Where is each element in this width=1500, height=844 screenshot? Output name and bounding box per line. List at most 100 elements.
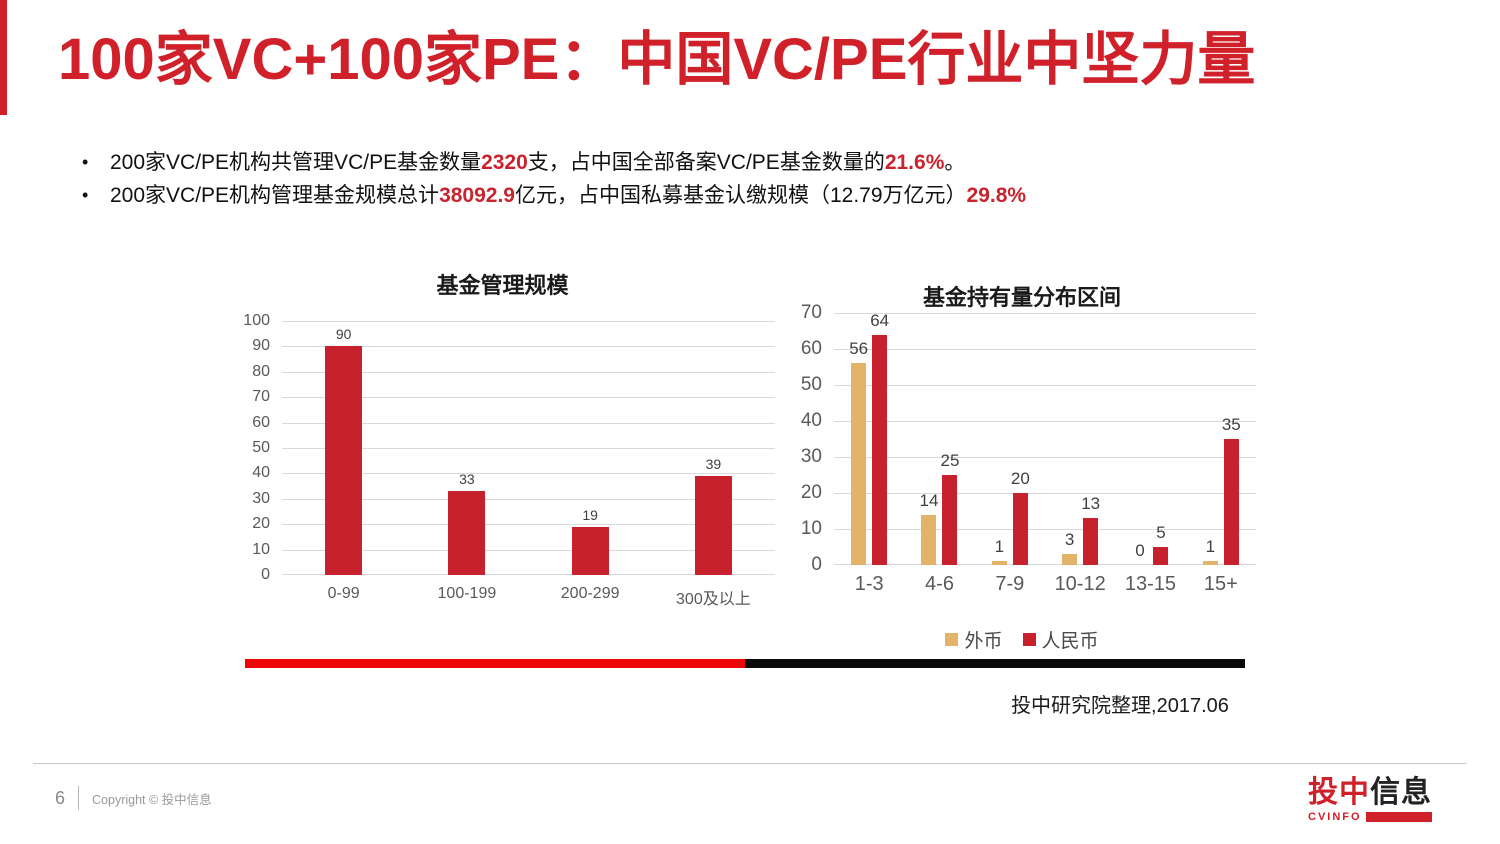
gridline bbox=[282, 371, 775, 373]
x-axis-label: 100-199 bbox=[437, 585, 497, 602]
logo-wordmark: 投中信息 bbox=[1308, 776, 1432, 810]
bullet-item: 200家VC/PE机构管理基金规模总计38092.9亿元，占中国私募基金认缴规模… bbox=[80, 179, 1420, 212]
legend-label: 外币 bbox=[964, 631, 1003, 652]
bar bbox=[921, 514, 937, 565]
bar bbox=[991, 561, 1007, 565]
gridline bbox=[282, 397, 775, 399]
bar-column: 90 bbox=[324, 326, 364, 575]
divider-red-segment bbox=[245, 659, 745, 668]
x-axis-label: 15+ bbox=[1203, 573, 1238, 595]
bar-column: 33 bbox=[447, 471, 487, 575]
gridline bbox=[282, 498, 775, 500]
footer-separator bbox=[78, 786, 80, 810]
bar-value-label: 25 bbox=[940, 451, 960, 470]
bullet-item: 200家VC/PE机构共管理VC/PE基金数量2320支，占中国全部备案VC/P… bbox=[80, 146, 1420, 179]
legend-item: 外币 bbox=[945, 626, 1003, 653]
y-tick-label: 10 bbox=[800, 518, 822, 539]
y-tick-label: 30 bbox=[252, 489, 270, 507]
footer-divider bbox=[33, 763, 1467, 764]
bar-column: 35 bbox=[1222, 415, 1241, 565]
bar-column: 3 bbox=[1061, 530, 1079, 565]
logo-brand-red: 投中 bbox=[1308, 776, 1370, 809]
bar bbox=[694, 475, 732, 575]
bar-column: 1 bbox=[990, 537, 1008, 565]
divider-line bbox=[245, 659, 1245, 668]
divider-black-segment bbox=[745, 659, 1245, 668]
source-note: 投中研究院整理,2017.06 bbox=[1011, 695, 1229, 717]
logo-subbrand-text: CVINFO bbox=[1308, 811, 1362, 823]
bar bbox=[1153, 547, 1169, 565]
legend-item: 人民币 bbox=[1022, 626, 1099, 653]
bar-value-label: 1 bbox=[1205, 537, 1216, 557]
y-tick-label: 50 bbox=[800, 374, 822, 395]
y-tick-label: 30 bbox=[800, 446, 822, 467]
bar-column: 25 bbox=[941, 451, 959, 565]
gridline bbox=[282, 574, 775, 575]
bar-group: 33 bbox=[405, 321, 528, 575]
bar-column: 5 bbox=[1152, 523, 1170, 565]
legend-label: 人民币 bbox=[1041, 631, 1099, 652]
bullet-list: 200家VC/PE机构共管理VC/PE基金数量2320支，占中国全部备案VC/P… bbox=[80, 146, 1420, 212]
y-tick-label: 60 bbox=[800, 338, 822, 359]
bullet-highlight-value: 21.6% bbox=[884, 151, 945, 174]
gridline bbox=[282, 448, 775, 449]
bar-column: 20 bbox=[1011, 469, 1030, 565]
bar bbox=[942, 475, 958, 565]
gridline bbox=[834, 493, 1256, 494]
plot-area: 56 64 14 25 1 20 3 13 0 5 1 35 bbox=[834, 310, 1256, 565]
bullet-text: 。 bbox=[944, 151, 966, 174]
bar-value-label: 39 bbox=[705, 455, 722, 472]
gridline bbox=[282, 473, 775, 475]
gridline bbox=[834, 564, 1256, 565]
bar-group: 56 64 bbox=[834, 310, 904, 565]
chart-body: 0 10 20 30 40 50 60 70 56 64 14 25 1 20 3 13 0 5 1 35 bbox=[788, 302, 1256, 575]
x-axis-label: 13-15 bbox=[1124, 573, 1177, 595]
plot-area: 90 33 19 39 bbox=[282, 321, 775, 575]
y-tick-label: 0 bbox=[261, 566, 270, 583]
bar-value-label: 19 bbox=[582, 506, 598, 523]
accent-bar bbox=[0, 0, 7, 115]
gridline bbox=[834, 349, 1256, 350]
bar bbox=[325, 346, 363, 575]
bar-column: 1 bbox=[1201, 537, 1219, 565]
bar bbox=[851, 363, 867, 565]
bar-group: 3 13 bbox=[1045, 313, 1115, 565]
x-axis-label: 200-299 bbox=[560, 585, 620, 602]
bar bbox=[571, 526, 609, 575]
bar-value-label: 64 bbox=[870, 310, 890, 330]
x-axis-label: 300及以上 bbox=[676, 591, 751, 608]
chart-legend: 外币 人民币 bbox=[788, 626, 1256, 653]
gridline bbox=[282, 321, 775, 322]
legend-swatch bbox=[945, 633, 959, 646]
bar-value-label: 90 bbox=[335, 326, 352, 343]
bullet-text: 200家VC/PE机构共管理VC/PE基金数量 bbox=[110, 151, 482, 174]
bar-column: 14 bbox=[920, 491, 938, 565]
bar-groups: 56 64 14 25 1 20 3 13 0 5 1 35 bbox=[834, 310, 1256, 565]
bar-value-label: 0 bbox=[1135, 541, 1145, 560]
gridline bbox=[834, 529, 1256, 530]
bar-group: 19 bbox=[529, 321, 652, 575]
bar-value-label: 3 bbox=[1064, 530, 1075, 550]
y-tick-label: 60 bbox=[252, 413, 270, 431]
x-axis-label: 1-3 bbox=[854, 573, 884, 595]
bar-group: 1 35 bbox=[1186, 313, 1256, 565]
bar bbox=[1223, 439, 1239, 565]
logo-red-bar bbox=[1365, 812, 1432, 822]
x-axis-label: 10-12 bbox=[1054, 573, 1106, 595]
y-tick-label: 20 bbox=[252, 515, 270, 533]
bar-column: 56 bbox=[849, 339, 868, 565]
bar bbox=[1012, 493, 1028, 565]
y-axis: 0 10 20 30 40 50 60 70 80 90 100 bbox=[230, 312, 282, 583]
bar bbox=[1083, 518, 1099, 565]
bar-value-label: 14 bbox=[919, 490, 939, 510]
gridline bbox=[834, 457, 1256, 458]
bar-column: 39 bbox=[693, 456, 733, 575]
footer: 6 Copyright © 投中信息 bbox=[55, 786, 212, 810]
gridline bbox=[834, 385, 1256, 386]
bar-group: 90 bbox=[282, 321, 405, 575]
bar bbox=[872, 334, 888, 565]
y-tick-label: 70 bbox=[800, 302, 822, 323]
cvinfo-logo: 投中信息 CVINFO bbox=[1308, 776, 1432, 823]
bar-group: 1 20 bbox=[975, 313, 1045, 565]
